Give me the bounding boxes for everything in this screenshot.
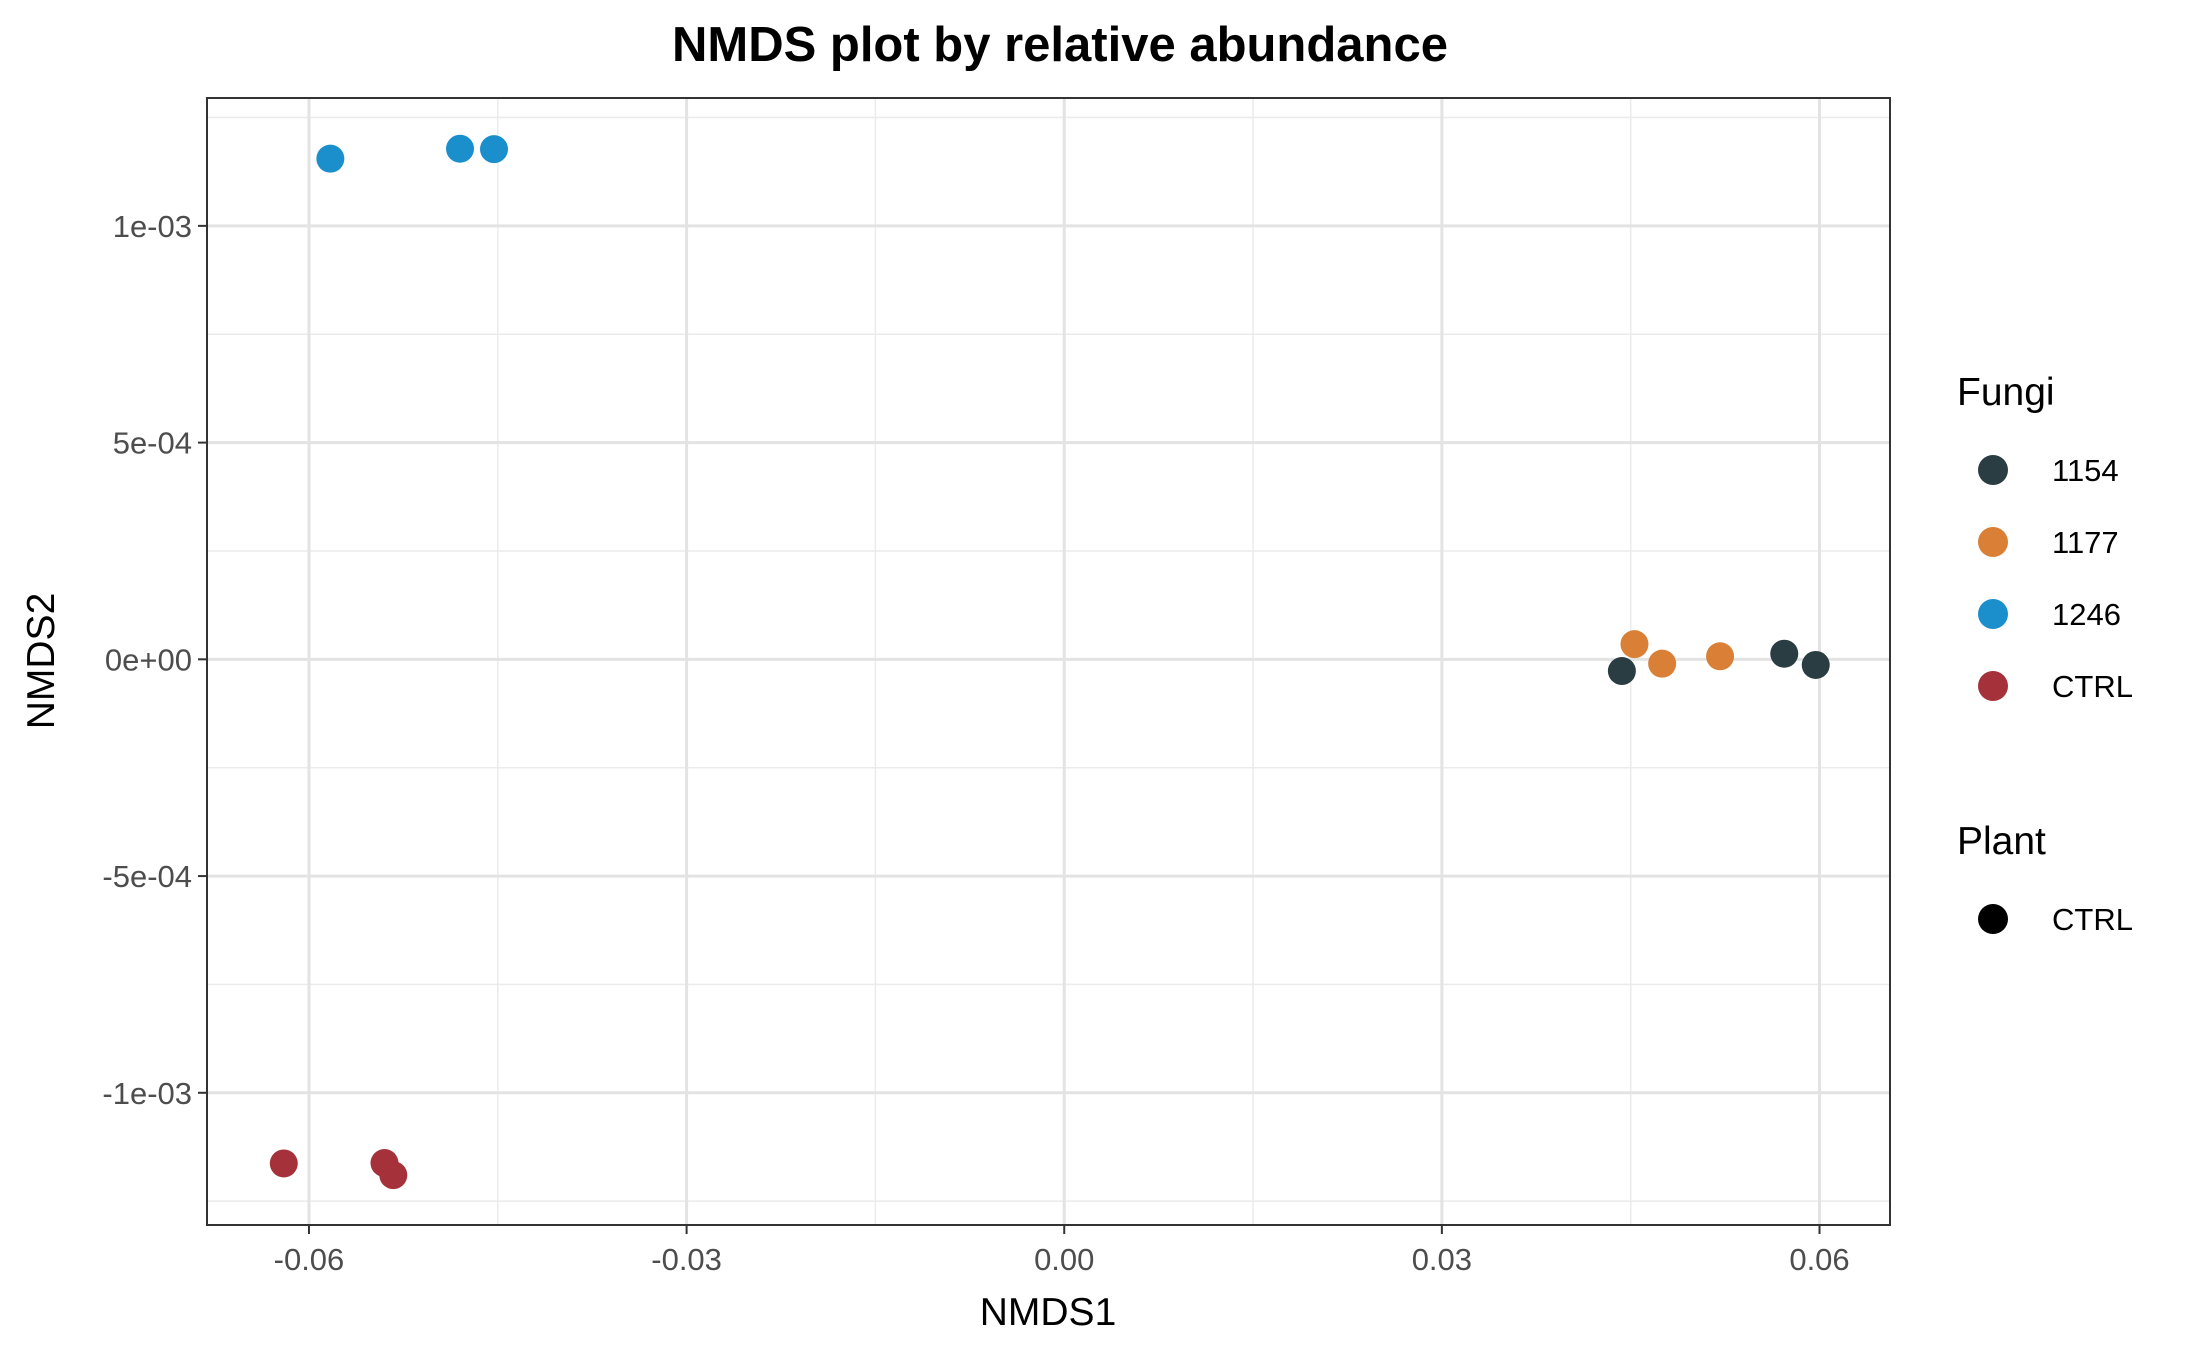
plot-panel-border <box>206 97 1891 1226</box>
x-tick-label: 0.00 <box>1034 1242 1094 1277</box>
x-tick-label: 0.03 <box>1412 1242 1472 1277</box>
y-axis-title: NMDS2 <box>20 593 63 730</box>
legend-label-ctrl: CTRL <box>2052 669 2133 704</box>
legend-key-ctrl <box>1978 904 2008 934</box>
data-point-1177 <box>1620 630 1649 659</box>
data-point-1154 <box>1770 639 1799 668</box>
data-point-ctrl <box>379 1161 408 1190</box>
legend-title-fungi: Fungi <box>1957 371 2055 414</box>
y-tick-label: 0e+00 <box>105 642 192 677</box>
chart-title: NMDS plot by relative abundance <box>672 18 1448 72</box>
data-point-1246 <box>316 144 345 173</box>
legend-key-1177 <box>1978 527 2008 557</box>
x-tick-label: 0.06 <box>1789 1242 1849 1277</box>
y-tick-label: 5e-04 <box>113 426 192 461</box>
legend-label-ctrl: CTRL <box>2052 902 2133 937</box>
legend-label-1177: 1177 <box>2052 525 2119 560</box>
x-tick-label: -0.03 <box>651 1242 722 1277</box>
axis-ticks: -0.06 -0.03 0.00 0.03 0.06 1e-03 5e-04 0e+00 -5e… <box>102 209 1849 1277</box>
legend-key-1154 <box>1978 455 2008 485</box>
y-tick-label: 1e-03 <box>113 209 192 244</box>
legend-label-1246: 1246 <box>2052 597 2121 632</box>
data-point-1246 <box>480 135 509 164</box>
data-point-1177 <box>1648 649 1677 678</box>
legend-key-1246 <box>1978 599 2008 629</box>
y-tick-label: -5e-04 <box>102 859 192 894</box>
y-tick-label: -1e-03 <box>102 1076 192 1111</box>
data-point-1246 <box>446 134 475 163</box>
legend-label-1154: 1154 <box>2052 453 2119 488</box>
data-points <box>269 134 1830 1190</box>
legend-key-ctrl <box>1978 671 2008 701</box>
plot-grid <box>207 98 1890 1225</box>
legend: Fungi 1154 1177 1246 CTRL Plant CTRL <box>1957 371 2133 937</box>
data-point-1154 <box>1801 650 1830 679</box>
data-point-1177 <box>1706 642 1735 671</box>
legend-title-plant: Plant <box>1957 820 2046 863</box>
x-tick-label: -0.06 <box>274 1242 345 1277</box>
data-point-ctrl <box>269 1149 298 1178</box>
x-axis-title: NMDS1 <box>980 1291 1117 1334</box>
data-point-1154 <box>1607 657 1636 686</box>
